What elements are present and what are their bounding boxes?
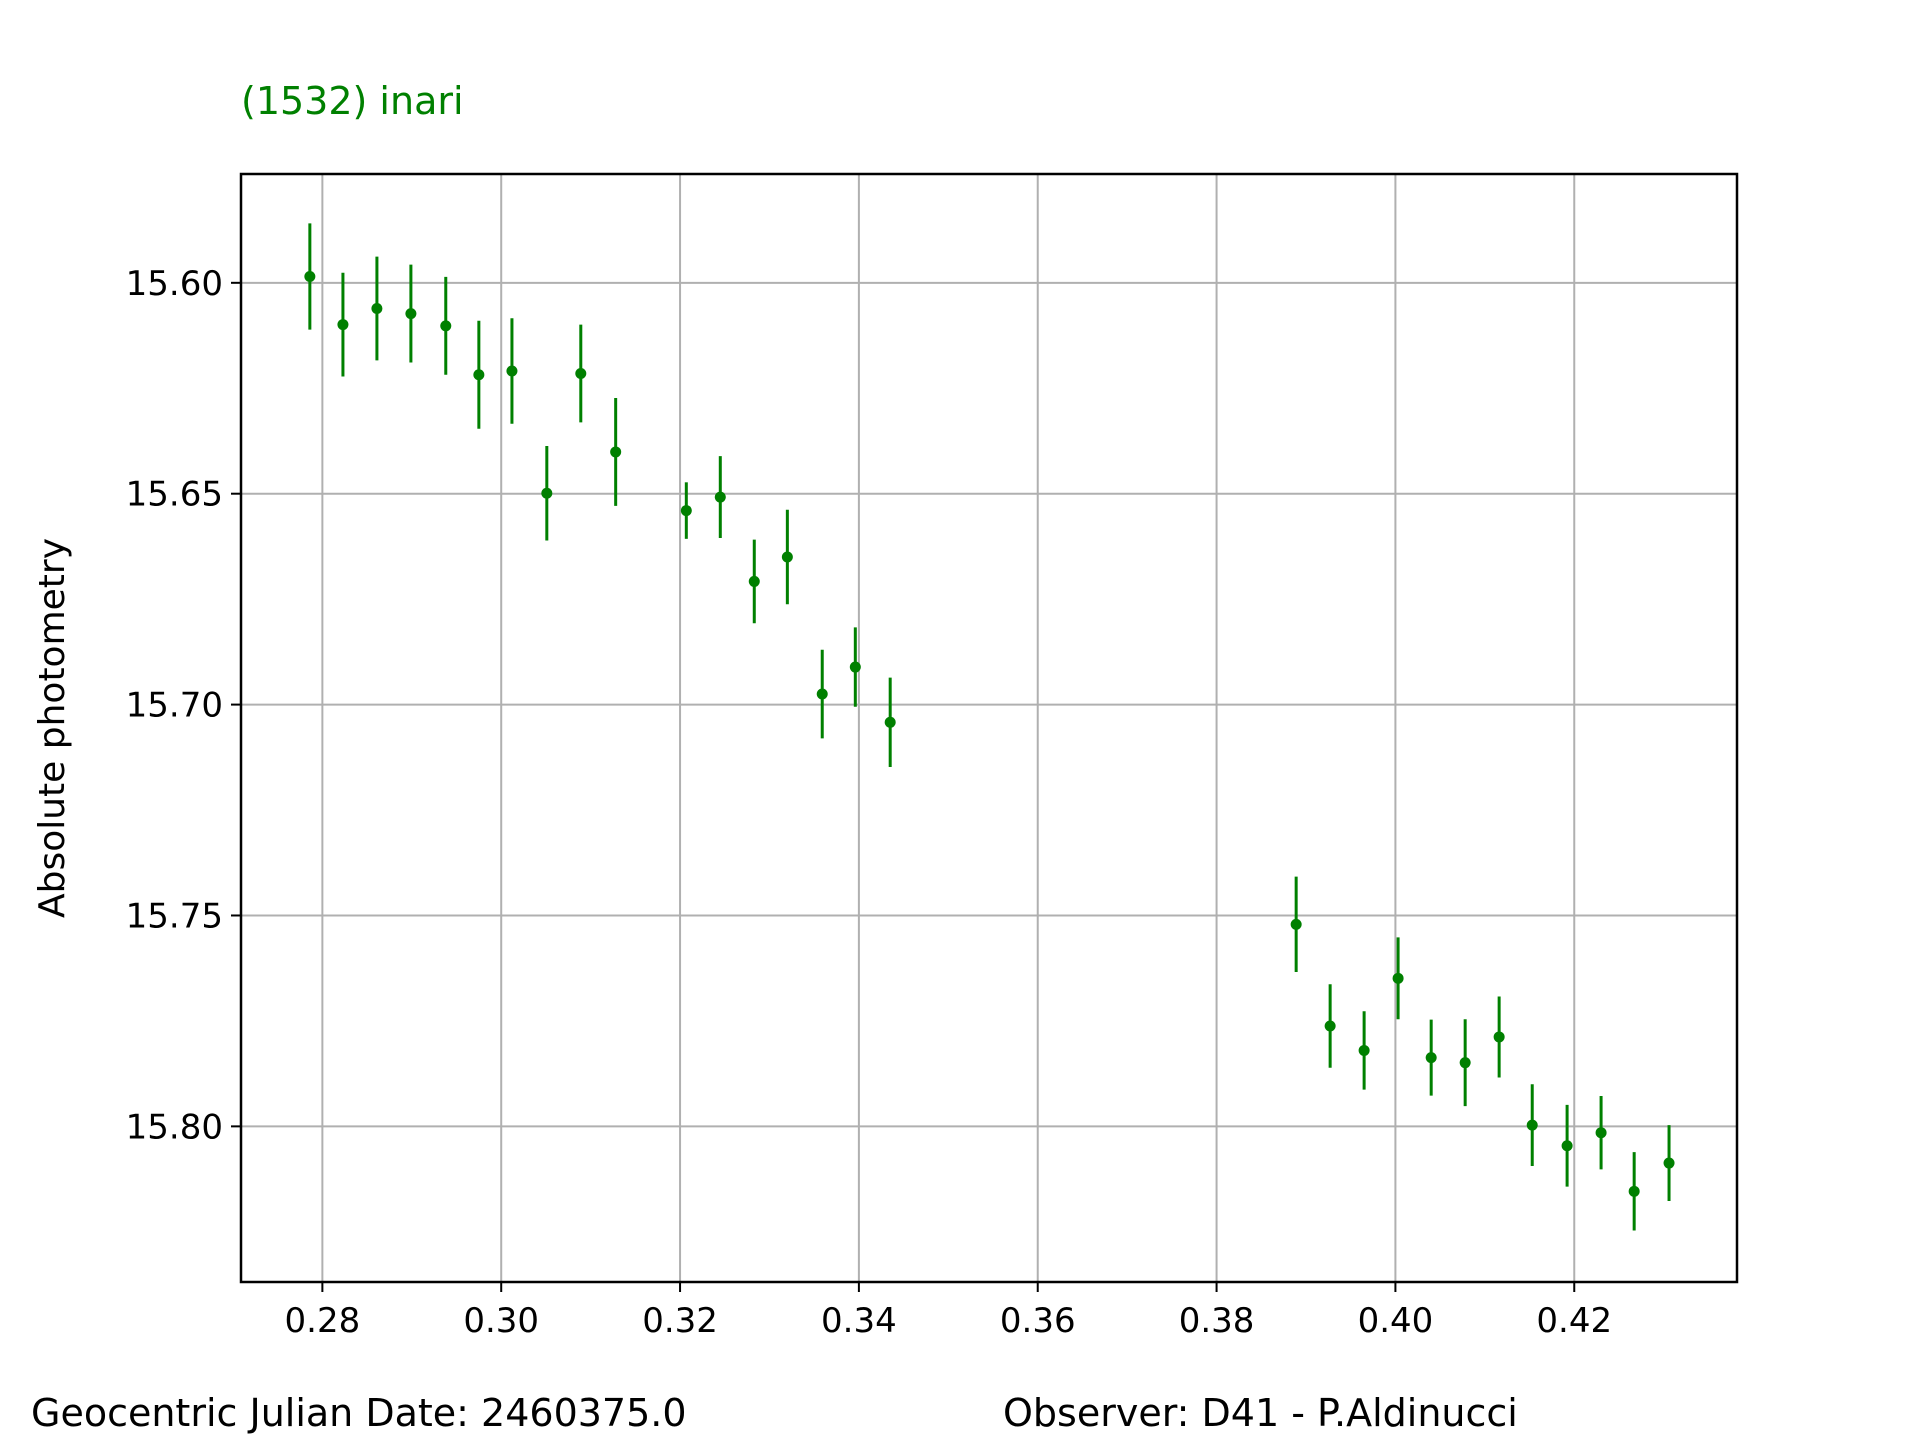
data-point	[304, 223, 316, 330]
point-marker	[1663, 1157, 1675, 1169]
data-point	[1324, 984, 1336, 1068]
point-marker	[714, 491, 726, 503]
data-point	[884, 677, 896, 768]
x-tick-label: 0.30	[463, 1301, 539, 1341]
y-tick-label: 15.60	[126, 264, 223, 304]
x-axis-ticks: 0.28 0.30 0.32 0.34 0.36 0.38 0.40 0.42	[285, 1282, 1612, 1341]
point-marker	[849, 661, 861, 673]
y-axis-ticks: 15.60 15.65 15.70 15.75 15.80	[126, 264, 241, 1147]
y-tick-label: 15.75	[126, 896, 223, 936]
data-point	[1628, 1152, 1640, 1231]
point-marker	[610, 446, 622, 458]
data-point	[748, 539, 760, 624]
data-point	[816, 649, 828, 739]
point-marker	[1526, 1119, 1538, 1131]
point-marker	[473, 369, 485, 381]
point-marker	[440, 320, 452, 332]
point-marker	[304, 270, 316, 282]
julian-date-text: Geocentric Julian Date: 2460375.0	[31, 1391, 687, 1435]
data-point	[1663, 1125, 1675, 1202]
point-marker	[506, 365, 518, 377]
grid	[241, 174, 1737, 1282]
data-point	[1595, 1095, 1607, 1170]
data-point	[1459, 1019, 1471, 1107]
data-point	[1493, 996, 1505, 1078]
data-point	[1425, 1019, 1437, 1096]
point-marker	[1595, 1127, 1607, 1139]
point-marker	[1392, 972, 1404, 984]
y-axis-label: Absolute photometry	[32, 538, 73, 918]
point-marker	[884, 716, 896, 728]
data-point	[337, 272, 349, 377]
point-marker	[371, 303, 383, 315]
x-tick-label: 0.34	[821, 1301, 897, 1341]
observer-text: Observer: D41 - P.Aldinucci	[1003, 1391, 1518, 1435]
point-marker	[405, 308, 417, 320]
data-point	[680, 482, 692, 539]
data-point	[1561, 1104, 1573, 1187]
chart-title: (1532) inari	[241, 79, 464, 123]
x-tick-label: 0.36	[1000, 1301, 1076, 1341]
x-tick-label: 0.40	[1358, 1301, 1434, 1341]
y-tick-label: 15.80	[126, 1107, 223, 1147]
data-point	[1526, 1084, 1538, 1167]
point-marker	[680, 505, 692, 517]
data-point	[371, 256, 383, 361]
data-point	[440, 276, 452, 375]
x-tick-label: 0.38	[1179, 1301, 1255, 1341]
x-tick-label: 0.28	[285, 1301, 361, 1341]
point-marker	[1290, 918, 1302, 930]
point-marker	[1324, 1020, 1336, 1032]
point-marker	[541, 487, 553, 499]
plot-frame	[239, 172, 1739, 1284]
point-marker	[1425, 1052, 1437, 1064]
data-point	[506, 318, 518, 424]
data-point	[473, 320, 485, 429]
y-tick-label: 15.65	[126, 475, 223, 515]
point-marker	[816, 688, 828, 700]
data-point	[610, 397, 622, 506]
data-point	[541, 446, 553, 541]
point-marker	[1358, 1044, 1370, 1056]
data-point	[575, 324, 587, 423]
point-marker	[748, 575, 760, 587]
data-point	[849, 627, 861, 707]
point-marker	[781, 551, 793, 563]
point-marker	[1459, 1057, 1471, 1069]
data-point	[1392, 937, 1404, 1020]
x-tick-label: 0.32	[642, 1301, 718, 1341]
point-marker	[1628, 1185, 1640, 1197]
data-point	[1290, 876, 1302, 972]
point-marker	[575, 367, 587, 379]
point-marker	[337, 319, 349, 331]
data-point	[781, 509, 793, 605]
y-tick-label: 15.70	[126, 686, 223, 726]
point-marker	[1561, 1140, 1573, 1152]
data-point	[405, 264, 417, 363]
x-tick-label: 0.42	[1536, 1301, 1612, 1341]
data-point	[714, 456, 726, 538]
data-points	[304, 223, 1675, 1231]
point-marker	[1493, 1031, 1505, 1043]
data-point	[1358, 1011, 1370, 1090]
